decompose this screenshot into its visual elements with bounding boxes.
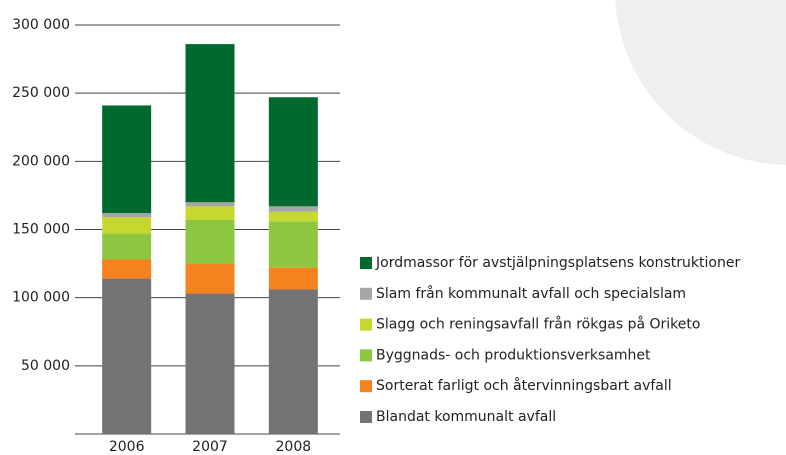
bar-segment [268,211,318,222]
bar-segment [185,44,235,203]
bar-segment [102,213,152,218]
legend-label: Blandat kommunalt avfall [376,409,556,425]
bar-segment [185,293,235,434]
legend-swatch [360,380,372,393]
bar-segment [268,267,318,290]
background-shape [615,0,786,165]
bar-segment [102,233,152,260]
legend-label: Slam från kommunalt avfall och specialsl… [376,285,686,302]
legend-label: Byggnads- och produktionsverksamhet [376,347,651,363]
bar-segment [268,221,318,268]
bar-segment [185,263,235,294]
y-tick-label: 50 000 [21,358,70,374]
y-tick-label: 200 000 [12,153,70,169]
bar-segment [102,105,152,214]
legend-swatch [360,287,372,300]
x-tick-label: 2007 [192,439,228,455]
bar-segment [268,289,318,434]
legend-label: Slagg och reningsavfall från rökgas på O… [376,316,700,333]
y-tick-label: 250 000 [12,85,70,101]
y-tick-label: 150 000 [12,222,70,238]
bar-segment [102,259,152,279]
y-tick-label: 100 000 [12,290,70,306]
x-tick-label: 2006 [109,439,145,455]
bar-segment [102,217,152,234]
legend-swatch [360,257,372,269]
bar-segment [102,278,152,434]
legend-label: Jordmassor för avstjälpningsplatsens kon… [375,255,740,271]
bar-segment [268,206,318,212]
x-tick-label: 2008 [276,439,312,455]
bar-segment [185,206,235,220]
legend-swatch [360,349,372,362]
legend-swatch [360,318,372,331]
bar-segment [268,97,318,207]
legend-swatch [360,411,372,423]
y-tick-label: 300 000 [12,17,70,33]
bar-segment [185,202,235,207]
bar-segment [185,219,235,264]
legend-label: Sorterat farligt och återvinningsbart av… [376,377,672,394]
